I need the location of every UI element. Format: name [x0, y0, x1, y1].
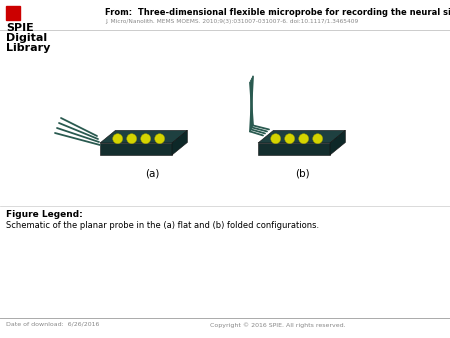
Circle shape	[299, 134, 309, 144]
Text: (b): (b)	[295, 168, 309, 178]
Polygon shape	[100, 143, 172, 155]
Text: SPIE: SPIE	[6, 23, 34, 33]
Text: Library: Library	[6, 43, 50, 53]
Polygon shape	[258, 143, 330, 155]
Circle shape	[155, 134, 165, 144]
Circle shape	[141, 134, 151, 144]
Polygon shape	[258, 130, 346, 143]
Text: (a): (a)	[145, 168, 159, 178]
Polygon shape	[100, 130, 187, 143]
Circle shape	[127, 134, 137, 144]
Text: Digital: Digital	[6, 33, 47, 43]
Polygon shape	[172, 130, 187, 155]
Text: Date of download:  6/26/2016: Date of download: 6/26/2016	[6, 322, 99, 327]
Circle shape	[112, 134, 123, 144]
Polygon shape	[330, 130, 346, 155]
Text: Figure Legend:: Figure Legend:	[6, 210, 83, 219]
Circle shape	[271, 134, 281, 144]
Text: J. Micro/Nanolith. MEMS MOEMS. 2010;9(3):031007-031007-6. doi:10.1117/1.3465409: J. Micro/Nanolith. MEMS MOEMS. 2010;9(3)…	[105, 19, 358, 24]
Text: From:  Three-dimensional flexible microprobe for recording the neural signal: From: Three-dimensional flexible micropr…	[105, 8, 450, 17]
Bar	[6, 6, 20, 20]
Text: Copyright © 2016 SPIE. All rights reserved.: Copyright © 2016 SPIE. All rights reserv…	[210, 322, 346, 328]
Circle shape	[313, 134, 323, 144]
Text: Schematic of the planar probe in the (a) flat and (b) folded configurations.: Schematic of the planar probe in the (a)…	[6, 221, 319, 230]
Circle shape	[285, 134, 295, 144]
